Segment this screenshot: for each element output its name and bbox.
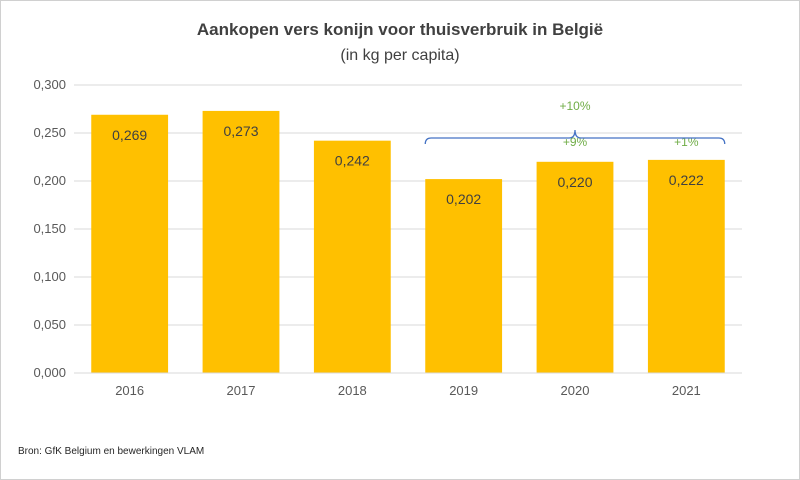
y-tick-label: 0,100 <box>33 269 66 284</box>
data-label: 0,273 <box>223 123 258 139</box>
x-tick-label: 2016 <box>115 383 144 398</box>
y-tick-label: 0,050 <box>33 317 66 332</box>
y-tick-label: 0,250 <box>33 125 66 140</box>
growth-annotation: +1% <box>674 135 699 149</box>
growth-annotation: +9% <box>563 135 588 149</box>
chart-subtitle: (in kg per capita) <box>340 47 460 64</box>
curly-bracket <box>424 129 726 145</box>
bar-2017 <box>202 110 280 374</box>
growth-annotation: +10% <box>559 99 590 113</box>
x-tick-label: 2021 <box>672 383 701 398</box>
source-note: Bron: GfK Belgium en bewerkingen VLAM <box>18 446 205 457</box>
y-tick-label: 0,150 <box>33 221 66 236</box>
bar-2016 <box>91 114 169 373</box>
x-tick-label: 2019 <box>449 383 478 398</box>
data-label: 0,222 <box>669 172 704 188</box>
bar-2020 <box>536 161 614 373</box>
x-tick-label: 2020 <box>561 383 590 398</box>
bar-2018 <box>313 140 391 373</box>
y-tick-label: 0,200 <box>33 173 66 188</box>
data-label: 0,220 <box>557 174 592 190</box>
x-tick-label: 2017 <box>227 383 256 398</box>
bar-2019 <box>425 179 503 373</box>
bar-2021 <box>647 159 725 373</box>
x-tick-label: 2018 <box>338 383 367 398</box>
data-label: 0,202 <box>446 191 481 207</box>
data-label: 0,242 <box>335 153 370 169</box>
data-label: 0,269 <box>112 127 147 143</box>
y-tick-label: 0,000 <box>33 365 66 380</box>
chart-title: Aankopen vers konijn voor thuisverbruik … <box>196 20 604 39</box>
y-tick-label: 0,300 <box>33 77 66 92</box>
